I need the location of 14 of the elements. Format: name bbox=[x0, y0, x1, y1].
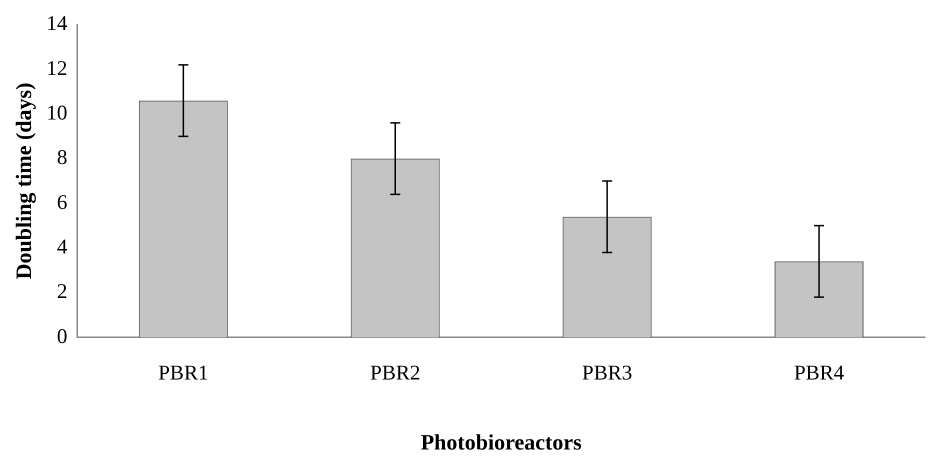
y-tick-label: 4 bbox=[56, 234, 68, 259]
y-axis-title: Doubling time (days) bbox=[10, 82, 36, 280]
y-tick-label: 6 bbox=[56, 190, 68, 214]
x-axis-title: Photobioreactors bbox=[420, 429, 582, 454]
x-tick-label: PBR4 bbox=[794, 360, 845, 385]
y-tick-label: 8 bbox=[56, 145, 68, 170]
x-tick-label: PBR3 bbox=[582, 360, 632, 385]
y-tick-label: 2 bbox=[56, 279, 68, 304]
y-tick-label: 0 bbox=[56, 324, 68, 348]
y-tick-label: 10 bbox=[46, 100, 68, 124]
x-tick-label: PBR1 bbox=[158, 360, 208, 385]
y-tick-label: 12 bbox=[46, 56, 68, 80]
y-tick-label: 14 bbox=[46, 11, 68, 36]
x-tick-label: PBR2 bbox=[370, 360, 420, 385]
